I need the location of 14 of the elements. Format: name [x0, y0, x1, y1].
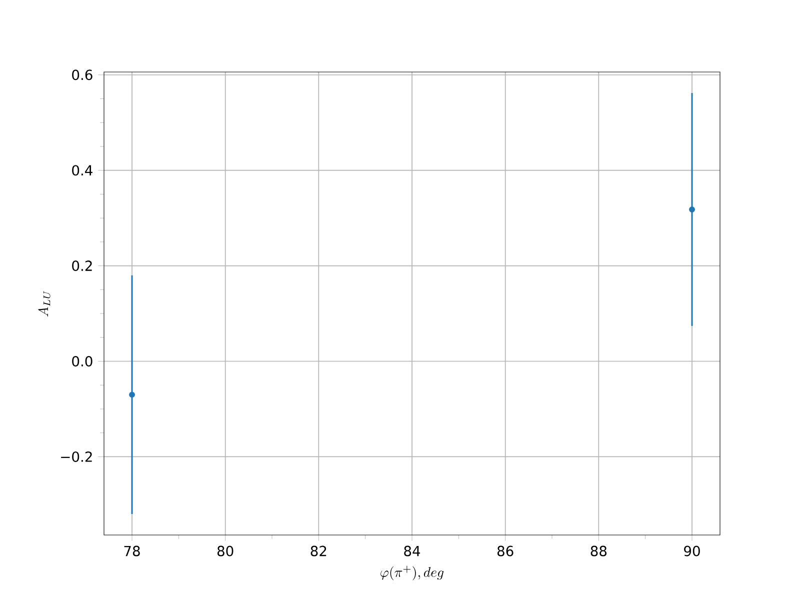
x-tick-label: 86	[497, 546, 514, 556]
x-tick-label: 80	[217, 546, 234, 556]
x-tick-label: 88	[590, 546, 607, 556]
y-axis-title: $A_{LU}$	[38, 291, 50, 317]
x-tick-label: 78	[124, 546, 140, 556]
x-axis-title: $\varphi(\pi^+), deg$	[380, 566, 444, 580]
x-tick-label: 84	[404, 546, 420, 556]
y-tick-label: 0.2	[72, 260, 92, 272]
y-tick-label: −0.2	[61, 451, 92, 462]
y-tick-label: 0.0	[72, 356, 92, 366]
y-tick-label: 0.4	[72, 165, 92, 176]
x-tick-label: 82	[310, 546, 326, 556]
y-tick-label: 0.6	[72, 70, 92, 80]
x-tick-label: 90	[684, 546, 700, 556]
